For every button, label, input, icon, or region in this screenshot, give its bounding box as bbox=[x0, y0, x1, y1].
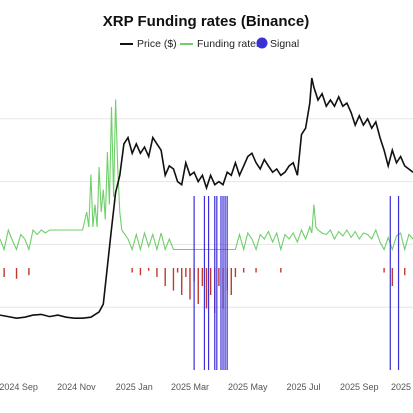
x-tick-label: 2025 Sep bbox=[340, 382, 379, 392]
x-tick-label: 2025 Mar bbox=[171, 382, 209, 392]
x-tick-label: 2025 bbox=[391, 382, 411, 392]
chart-title: XRP Funding rates (Binance) bbox=[103, 13, 309, 30]
x-axis-ticks: 2024 Sep 2024 Nov 2025 Jan 2025 Mar 2025 May… bbox=[0, 382, 411, 392]
price-series bbox=[0, 77, 413, 320]
funding-series bbox=[0, 99, 413, 313]
signal-series bbox=[193, 196, 400, 370]
legend-price-label: Price ($) bbox=[137, 38, 177, 50]
legend-funding-label: Funding rates bbox=[197, 38, 261, 50]
chart-legend: Price ($) Funding rates Signal bbox=[120, 37, 299, 50]
x-tick-label: 2024 Nov bbox=[57, 382, 96, 392]
funding-line bbox=[0, 99, 413, 252]
x-tick-label: 2025 Jul bbox=[287, 382, 321, 392]
x-tick-label: 2025 May bbox=[228, 382, 268, 392]
legend-signal-label: Signal bbox=[270, 38, 299, 50]
x-tick-label: 2025 Jan bbox=[116, 382, 153, 392]
x-tick-label: 2024 Sep bbox=[0, 382, 38, 392]
legend-signal-swatch bbox=[256, 37, 268, 49]
